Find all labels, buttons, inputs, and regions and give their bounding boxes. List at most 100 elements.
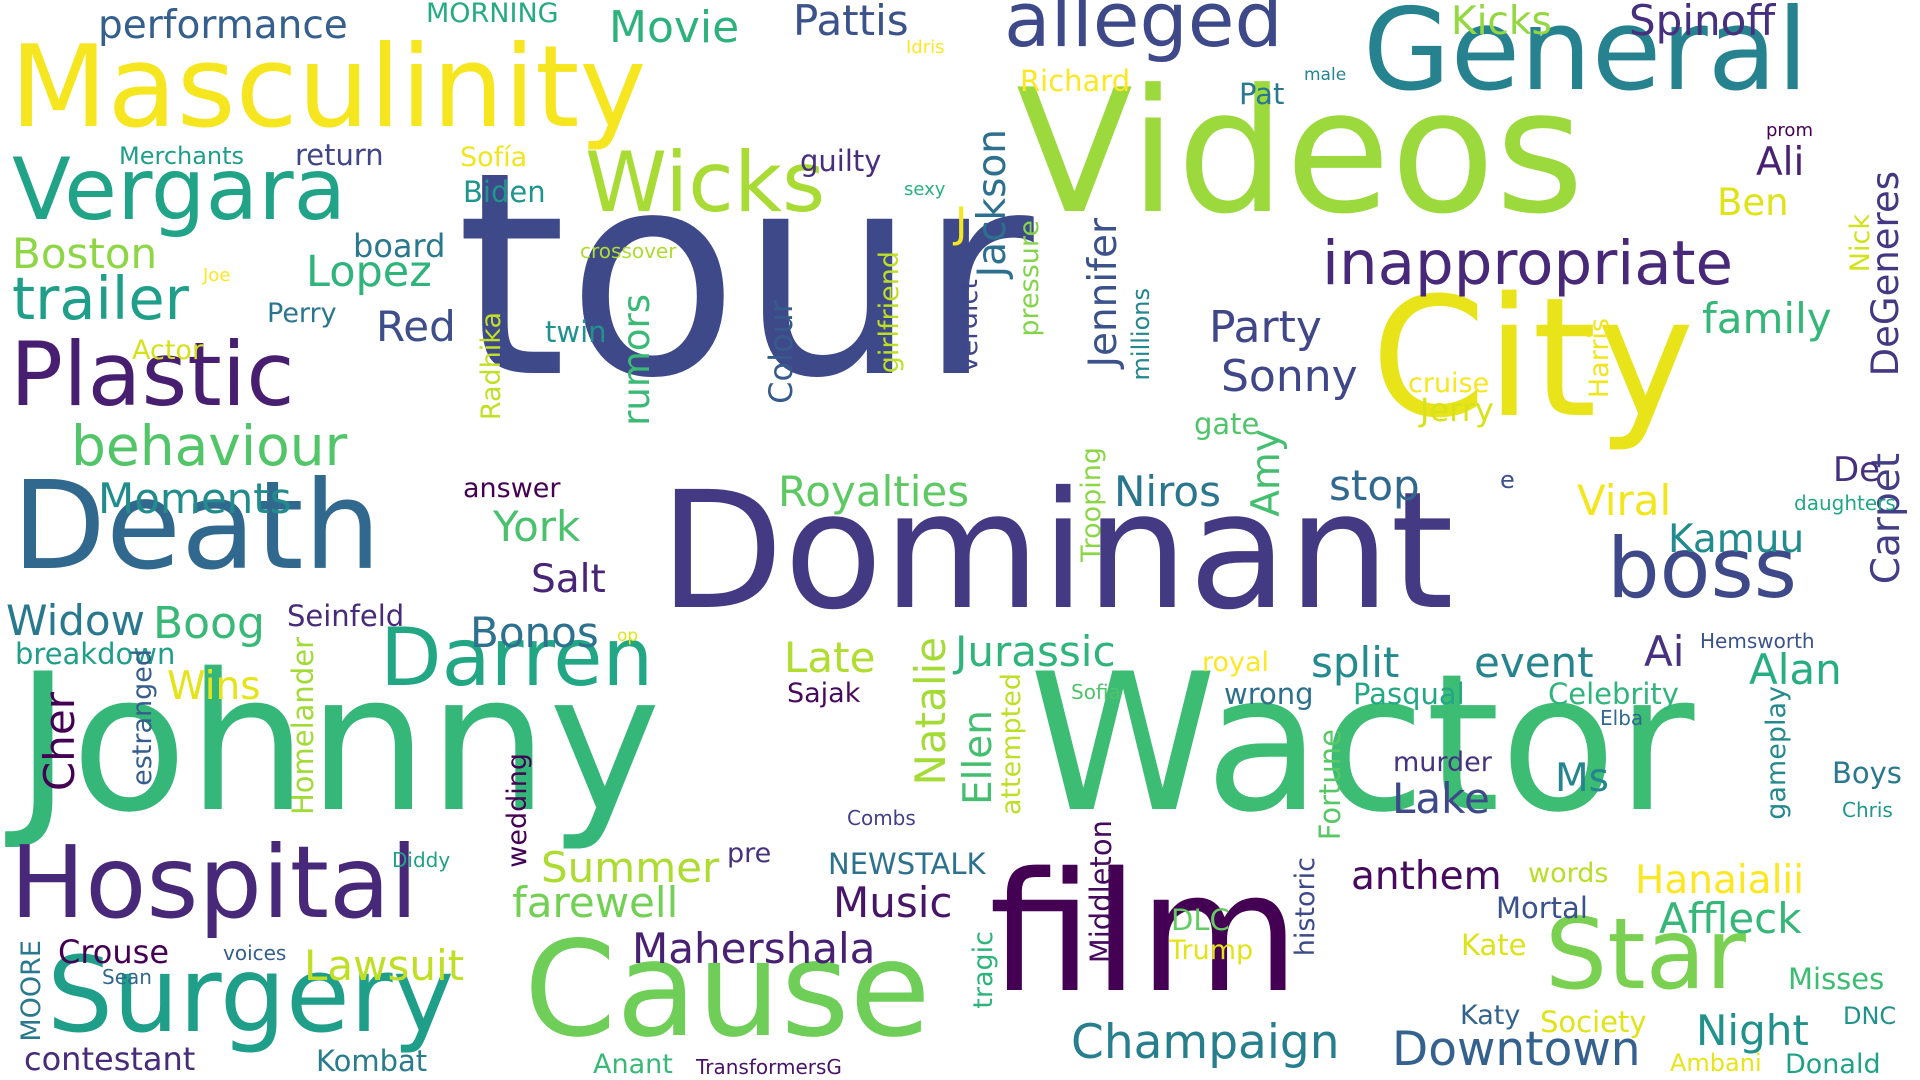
- word-dominant: Dominant: [659, 458, 1454, 646]
- word-late: Late: [784, 633, 876, 682]
- word-trump: Trump: [1169, 935, 1254, 966]
- word-tragic: tragic: [968, 931, 999, 1009]
- word-morning: MORNING: [426, 0, 559, 29]
- word-surgery: Surgery: [47, 934, 455, 1056]
- word-jackson: Jackson: [970, 129, 1015, 278]
- word-city: City: [1371, 262, 1695, 454]
- word-homelander: Homelander: [286, 637, 320, 816]
- word-wactor: Wactor: [1029, 633, 1695, 854]
- word-j: J: [955, 198, 968, 247]
- word-mortal: Mortal: [1496, 891, 1588, 925]
- word-moments: Moments: [98, 474, 292, 523]
- word-johnny: Johnny: [15, 633, 661, 854]
- word-sexy: sexy: [904, 179, 946, 200]
- word-fortune: Fortune: [1313, 729, 1347, 841]
- word-sof-a: Sofía: [460, 142, 528, 173]
- word-kicks: Kicks: [1451, 0, 1552, 44]
- word-nick: Nick: [1845, 214, 1876, 273]
- word-boog: Boog: [153, 598, 265, 649]
- word-op: op: [617, 626, 639, 646]
- word-star: Star: [1545, 898, 1746, 1012]
- word-spinoff: Spinoff: [1629, 0, 1776, 45]
- word-tour: tour: [456, 111, 1034, 440]
- word-natalie: Natalie: [906, 637, 955, 786]
- word-summer: Summer: [541, 843, 720, 892]
- word-diddy: Diddy: [392, 848, 451, 872]
- word-kamuu: Kamuu: [1668, 517, 1805, 562]
- word-cause: Cause: [524, 913, 931, 1067]
- word-sajak: Sajak: [787, 678, 861, 709]
- word-music: Music: [833, 878, 953, 927]
- word-affleck: Affleck: [1659, 894, 1802, 943]
- word-red: Red: [376, 302, 456, 351]
- word-male: male: [1304, 65, 1347, 85]
- word-elba: Elba: [1600, 706, 1644, 730]
- word-donald: Donald: [1785, 1049, 1881, 1080]
- word-guilty: guilty: [800, 144, 882, 178]
- word-answer: answer: [463, 473, 561, 504]
- word-viral: Viral: [1577, 476, 1672, 525]
- word-alan: Alan: [1749, 645, 1842, 694]
- word-contestant: contestant: [24, 1040, 196, 1078]
- word-girlfriend: girlfriend: [874, 251, 905, 374]
- word-ben: Ben: [1717, 181, 1789, 224]
- word-degeneres: DeGeneres: [1864, 171, 1907, 377]
- word-pressure: pressure: [1014, 220, 1045, 337]
- word-masculinity: Masculinity: [10, 21, 647, 153]
- word-crossover: crossover: [580, 239, 677, 263]
- word-night: Night: [1696, 1006, 1809, 1055]
- word-joe: Joe: [203, 265, 231, 286]
- word-combs: Combs: [847, 806, 916, 830]
- word-ms: Ms: [1555, 756, 1609, 801]
- word-seinfeld: Seinfeld: [287, 599, 405, 633]
- word-estranged: estranged: [127, 649, 158, 786]
- word-salt: Salt: [531, 557, 606, 602]
- word-farewell: farewell: [512, 878, 679, 927]
- word-historic: historic: [1290, 857, 1321, 957]
- word-movie: Movie: [609, 2, 740, 53]
- word-behaviour: behaviour: [71, 414, 348, 478]
- word-society: Society: [1540, 1005, 1647, 1039]
- word-mahershala: Mahershala: [632, 924, 876, 973]
- word-film: film: [989, 837, 1300, 1029]
- word-inappropriate: inappropriate: [1322, 228, 1734, 299]
- word-trailer: trailer: [12, 264, 189, 333]
- word-actor: Actor: [132, 335, 204, 366]
- word-harris: Harris: [1584, 318, 1615, 399]
- word-pattis: Pattis: [793, 0, 909, 45]
- word-boss: boss: [1607, 520, 1797, 617]
- word-biden: Biden: [463, 175, 546, 209]
- word-pasqual: Pasqual: [1353, 677, 1465, 711]
- word-hospital: Hospital: [10, 824, 419, 941]
- word-chris: Chris: [1842, 798, 1893, 822]
- word-wins: Wins: [167, 664, 261, 709]
- word-york: York: [493, 502, 581, 551]
- word-ambani: Ambani: [1670, 1049, 1762, 1077]
- word-return: return: [295, 138, 384, 172]
- word-radhika: Radhika: [476, 312, 507, 421]
- word-alleged: alleged: [1004, 0, 1283, 64]
- word-bonos: Bonos: [470, 608, 599, 657]
- word-pat: Pat: [1239, 77, 1285, 111]
- word-widow: Widow: [6, 596, 145, 645]
- word-performance: performance: [98, 3, 348, 48]
- word-misses: Misses: [1788, 962, 1885, 996]
- word-split: split: [1311, 638, 1400, 687]
- word-cher: Cher: [35, 692, 84, 792]
- word-jennifer: Jennifer: [1081, 218, 1126, 368]
- word-breakdown: breakdown: [15, 637, 176, 671]
- word-downtown: Downtown: [1392, 1022, 1641, 1077]
- word-royal: royal: [1202, 647, 1270, 678]
- word-perry: Perry: [267, 298, 337, 329]
- word-rumors: rumors: [615, 294, 658, 426]
- word-general: General: [1363, 0, 1809, 116]
- word-family: family: [1702, 294, 1832, 343]
- word-kate: Kate: [1461, 928, 1527, 962]
- word-daughters: daughters: [1794, 491, 1896, 515]
- word-middleton: Middleton: [1084, 820, 1118, 964]
- word-boys: Boys: [1832, 756, 1902, 790]
- word-millions: millions: [1127, 288, 1155, 381]
- word-verdict: verdict: [953, 279, 984, 373]
- word-anthem: anthem: [1351, 854, 1502, 899]
